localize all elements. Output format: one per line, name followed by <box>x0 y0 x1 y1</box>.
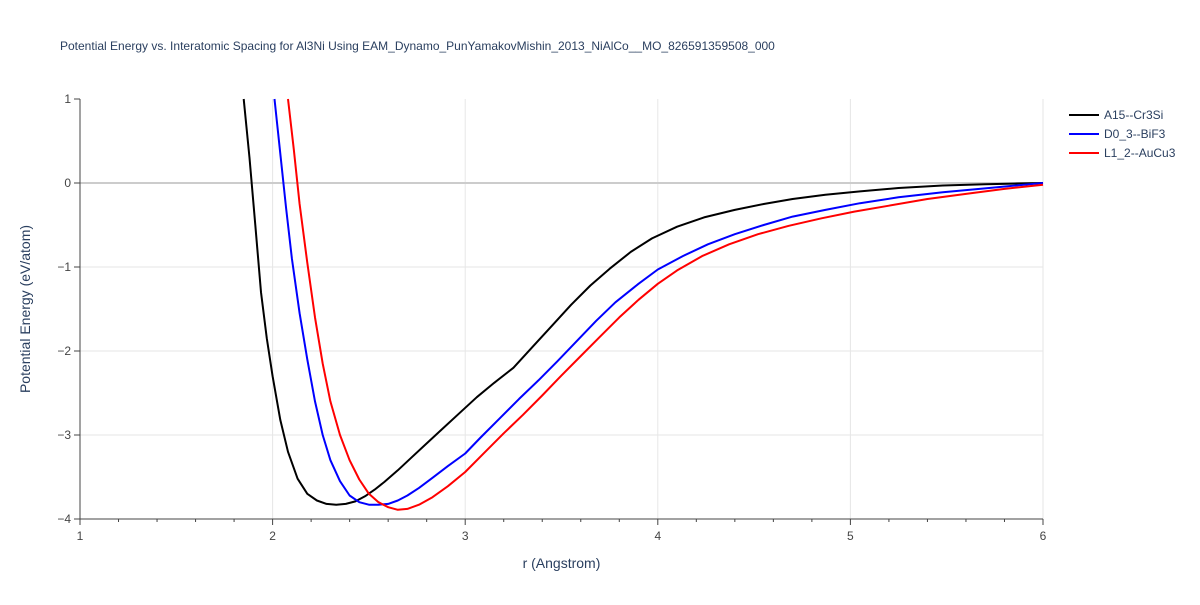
series-layer <box>242 98 1044 511</box>
legend-item-label[interactable]: D0_3--BiF3 <box>1104 127 1166 141</box>
grid-layer <box>80 99 1044 519</box>
y-axis-title: Potential Energy (eV/atom) <box>17 225 33 393</box>
series-line-2[interactable] <box>287 98 1044 511</box>
x-tick-label: 6 <box>1040 529 1047 543</box>
y-tick-label: −4 <box>57 512 71 526</box>
y-tick-label: −2 <box>57 344 71 358</box>
y-tick-label: −1 <box>57 260 71 274</box>
legend-item-label[interactable]: A15--Cr3Si <box>1104 108 1163 122</box>
y-tick-label: −3 <box>57 428 71 442</box>
chart-title: Potential Energy vs. Interatomic Spacing… <box>60 39 775 53</box>
y-tick-label: 0 <box>64 176 71 190</box>
x-tick-label: 5 <box>847 529 854 543</box>
x-axis-title: r (Angstrom) <box>523 555 601 571</box>
x-tick-label: 2 <box>269 529 276 543</box>
x-tick-label: 3 <box>462 529 469 543</box>
legend-item-label[interactable]: L1_2--AuCu3 <box>1104 146 1176 160</box>
y-tick-label: 1 <box>64 92 71 106</box>
axis-layer: 1 2 3 4 5 6 −4 −3 −2 −1 0 1 <box>57 92 1046 543</box>
series-line-0[interactable] <box>242 98 1044 506</box>
legend[interactable]: A15--Cr3Si D0_3--BiF3 L1_2--AuCu3 <box>1069 108 1176 160</box>
x-tick-label: 1 <box>77 529 84 543</box>
series-line-1[interactable] <box>273 98 1044 506</box>
x-tick-label: 4 <box>654 529 661 543</box>
